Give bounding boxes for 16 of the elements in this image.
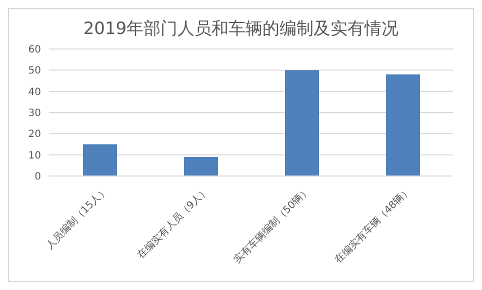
y-tick-label: 60 xyxy=(28,44,41,56)
x-tick-label: 在编实有人员（9人） xyxy=(134,184,212,262)
chart-title: 2019年部门人员和车辆的编制及实有情况 xyxy=(82,18,400,41)
bar xyxy=(285,70,319,176)
y-tick-label: 20 xyxy=(28,129,41,140)
y-tick-label: 30 xyxy=(28,108,41,120)
y-tick-label: 40 xyxy=(28,86,41,98)
bar xyxy=(386,74,420,176)
x-tick-label: 在编实有车辆（48辆） xyxy=(332,184,414,266)
y-tick-label: 50 xyxy=(28,66,41,77)
bar xyxy=(83,144,117,176)
bar xyxy=(184,156,218,176)
x-tick-label: 实有车辆编制（50辆） xyxy=(231,184,312,266)
x-tick-label: 人员编制（15人） xyxy=(43,184,110,252)
y-tick-label: 0 xyxy=(34,172,41,183)
y-tick-label: 10 xyxy=(28,150,41,162)
